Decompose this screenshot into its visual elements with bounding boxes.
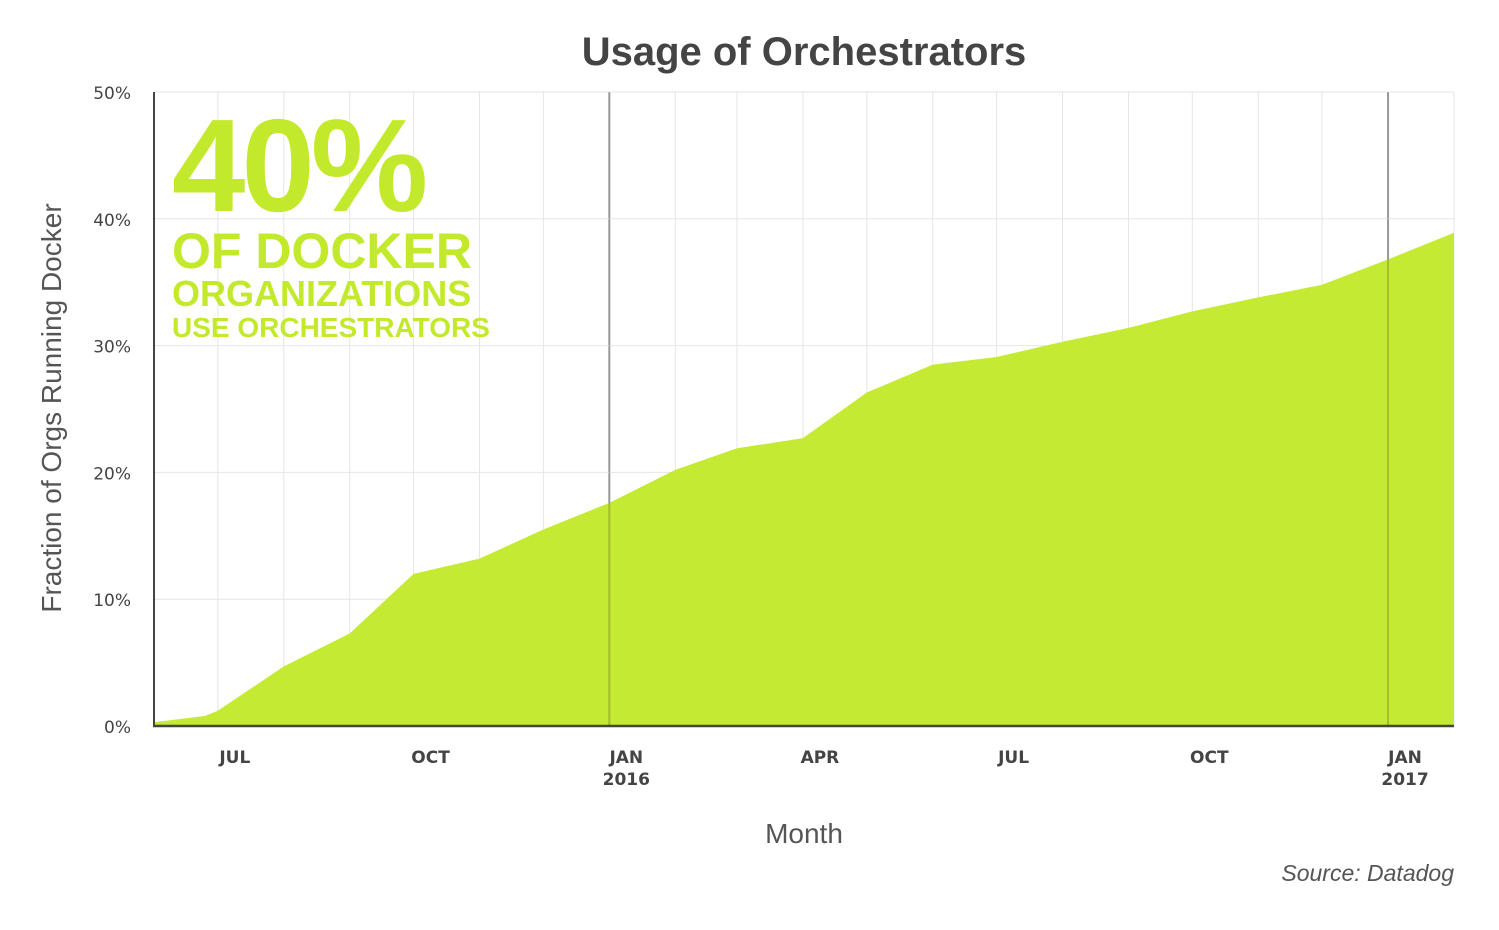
callout-big: 40% [172, 92, 428, 239]
y-tick-label: 30% [93, 338, 131, 358]
x-axis-label: Month [765, 818, 843, 849]
x-tick-label: JAN [608, 748, 643, 768]
y-tick-label: 20% [93, 464, 131, 484]
x-tick-label: APR [801, 748, 840, 768]
x-tick-label: JAN [1387, 748, 1422, 768]
callout: 40% OF DOCKER ORGANIZATIONS USE ORCHESTR… [172, 100, 490, 342]
y-tick-label: 10% [93, 591, 131, 611]
chart-title: Usage of Orchestrators [581, 30, 1027, 74]
callout-line3: USE ORCHESTRATORS [172, 312, 490, 343]
y-tick-label: 0% [104, 718, 131, 738]
callout-line2: ORGANIZATIONS [172, 273, 472, 314]
x-tick-label: JUL [218, 748, 250, 768]
x-tick-label: OCT [1190, 748, 1229, 768]
x-tick-year-label: 2017 [1381, 770, 1428, 790]
y-tick-label: 40% [93, 211, 131, 231]
source-note: Source: Datadog [1281, 860, 1454, 886]
x-tick-label: OCT [411, 748, 450, 768]
area-series [154, 232, 1454, 727]
y-axis-label: Fraction of Orgs Running Docker [36, 203, 67, 613]
y-tick-label: 50% [93, 84, 131, 104]
x-tick-label: JUL [997, 748, 1029, 768]
callout-line1: OF DOCKER [172, 223, 472, 279]
x-tick-year-label: 2016 [603, 770, 650, 790]
